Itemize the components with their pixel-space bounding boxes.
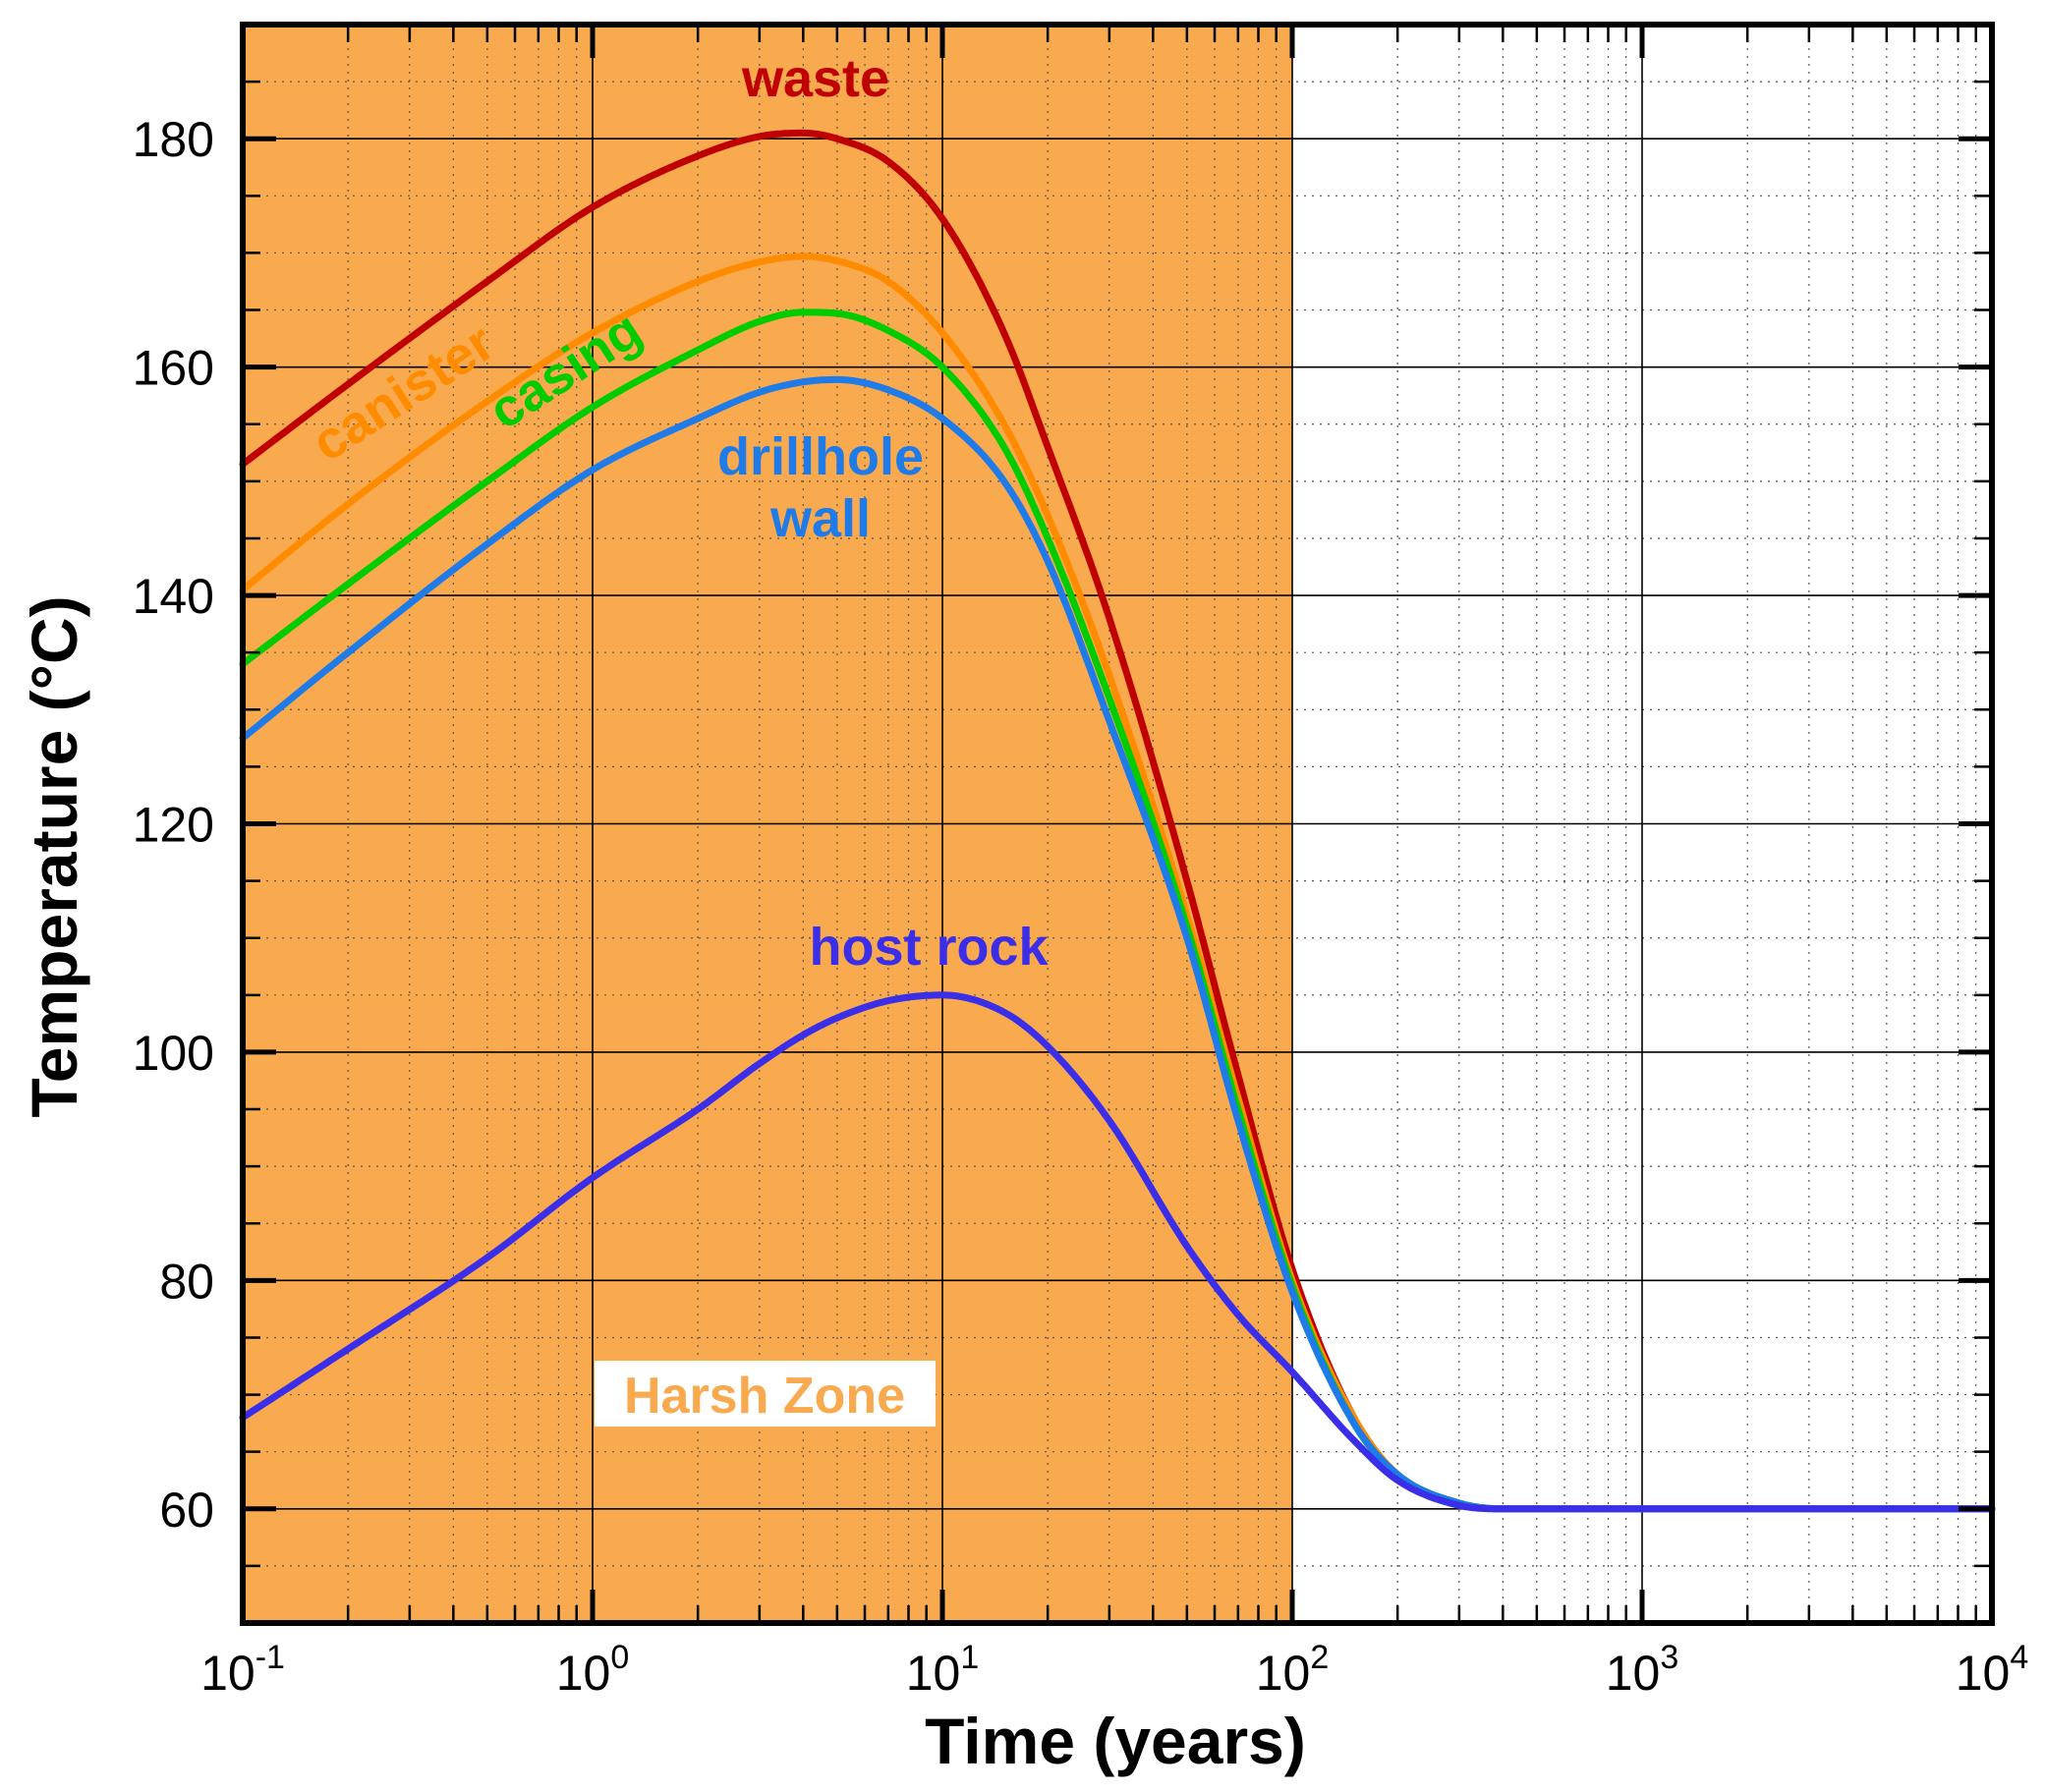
series-label-host-rock: host rock	[809, 918, 1049, 977]
series-label-wall: wall	[769, 489, 871, 548]
y-tick-labels: 60 80 100 120 140 160 180	[133, 112, 214, 1538]
series-lines	[239, 129, 1996, 1513]
y-tick-label: 120	[133, 798, 214, 853]
y-tick-label: 180	[133, 112, 214, 167]
x-tick-label: 101	[906, 1639, 980, 1701]
x-tick-label: 102	[1256, 1639, 1330, 1701]
x-tick-label: 104	[1956, 1639, 2029, 1701]
x-tick-label: 103	[1606, 1639, 1679, 1701]
series-label-waste: waste	[741, 49, 889, 108]
x-axis-title: Time (years)	[925, 1705, 1306, 1777]
series-line-host-rock	[239, 991, 1996, 1513]
series-label-drillhole: drillhole	[717, 427, 924, 486]
x-tick-label: 100	[556, 1639, 630, 1701]
minor-grid	[243, 24, 1992, 1624]
plot-frame	[240, 22, 1995, 1626]
y-tick-label: 80	[159, 1254, 214, 1309]
y-tick-label: 100	[133, 1026, 214, 1081]
y-tick-label: 140	[133, 569, 214, 624]
y-tick-label: 160	[133, 341, 214, 396]
harsh-zone-label-box	[595, 1361, 936, 1427]
y-axis-title: Temperature (°C)	[18, 595, 90, 1117]
x-tick-label: 10-1	[200, 1639, 285, 1701]
harsh-zone-label: Harsh Zone	[624, 1368, 905, 1425]
x-tick-labels: 10-1 100 101 102 103 104	[200, 1639, 2028, 1701]
y-tick-label: 60	[159, 1483, 214, 1538]
